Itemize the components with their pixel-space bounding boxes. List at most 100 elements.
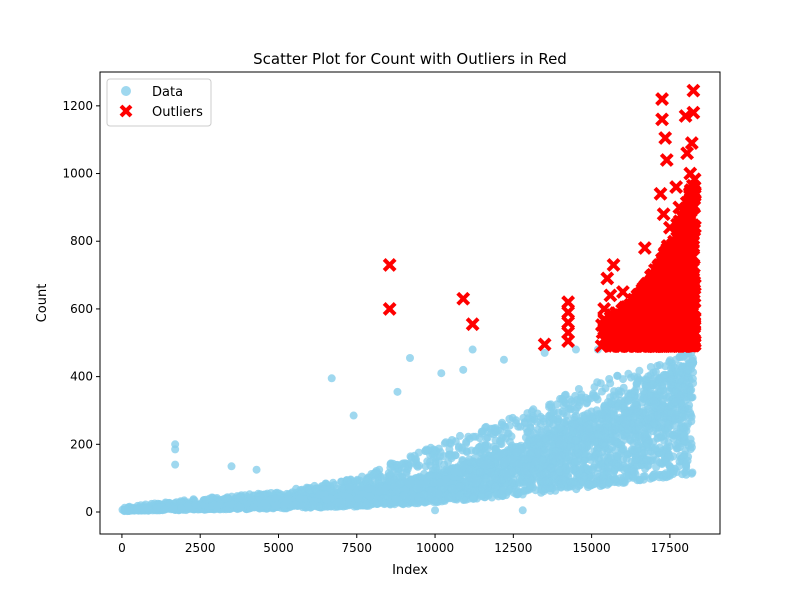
data-point <box>683 366 692 375</box>
data-point <box>686 408 695 417</box>
data-point <box>176 497 185 506</box>
data-point <box>354 494 363 503</box>
data-point <box>349 411 358 420</box>
data-point <box>514 459 523 468</box>
data-point <box>505 414 514 423</box>
data-point <box>643 440 652 449</box>
data-point <box>538 456 547 465</box>
data-point <box>669 431 678 440</box>
chart-title: Scatter Plot for Count with Outliers in … <box>253 50 567 68</box>
data-point <box>630 467 639 476</box>
data-point <box>622 454 631 463</box>
data-point <box>531 457 540 466</box>
data-point <box>675 443 684 452</box>
data-point <box>631 412 640 420</box>
data-point <box>417 497 426 506</box>
data-point <box>688 374 697 383</box>
data-point <box>476 468 485 477</box>
data-point <box>469 492 478 501</box>
data-point <box>481 474 490 483</box>
data-point <box>669 470 678 478</box>
data-point <box>561 463 570 472</box>
data-point <box>345 483 354 492</box>
data-point <box>566 442 575 451</box>
data-point <box>262 502 271 511</box>
data-point <box>484 491 493 500</box>
data-point <box>571 436 580 445</box>
data-point <box>471 476 480 485</box>
data-point <box>459 365 468 374</box>
data-point <box>455 482 464 491</box>
data-point <box>498 486 507 495</box>
plot-area <box>118 83 702 516</box>
data-point <box>617 387 626 396</box>
data-point <box>386 463 395 472</box>
data-point <box>252 465 261 474</box>
data-point <box>610 387 619 396</box>
data-point <box>249 503 258 512</box>
data-point <box>213 501 222 510</box>
data-point <box>371 476 380 485</box>
data-point <box>478 483 487 492</box>
data-point <box>308 501 317 509</box>
data-point <box>566 478 575 487</box>
data-point <box>273 501 281 510</box>
data-point <box>364 484 373 493</box>
data-point <box>629 446 638 455</box>
data-point <box>333 484 342 493</box>
data-point <box>672 368 681 377</box>
data-point <box>169 504 178 513</box>
data-point <box>654 411 662 420</box>
data-point <box>345 493 354 502</box>
data-point <box>614 402 622 411</box>
data-point <box>624 369 633 378</box>
data-point <box>402 469 411 478</box>
data-point <box>682 459 691 468</box>
data-point <box>519 413 528 422</box>
data-point <box>221 494 230 503</box>
data-point <box>431 496 439 505</box>
data-point <box>440 460 449 469</box>
data-point <box>512 448 521 457</box>
data-point <box>635 366 644 375</box>
data-point <box>579 472 588 481</box>
data-point <box>573 457 582 466</box>
data-point <box>500 460 508 469</box>
data-point <box>661 456 670 465</box>
data-point <box>682 385 691 394</box>
data-point <box>406 354 414 362</box>
data-point <box>622 420 630 428</box>
data-point <box>399 491 408 500</box>
data-point <box>574 385 583 393</box>
data-point <box>685 401 694 410</box>
data-point <box>469 432 478 441</box>
data-point <box>558 440 567 449</box>
data-point <box>372 467 381 475</box>
data-point <box>606 379 615 388</box>
data-point <box>550 426 559 435</box>
data-point <box>687 393 695 402</box>
data-point <box>534 448 543 456</box>
data-point <box>468 345 477 354</box>
data-point <box>570 420 579 429</box>
data-point <box>478 427 487 436</box>
data-point <box>431 506 440 515</box>
data-point <box>604 454 613 463</box>
data-point <box>649 397 658 405</box>
data-point <box>651 444 660 453</box>
data-point <box>477 492 486 501</box>
data-point <box>490 473 499 482</box>
data-point <box>682 470 691 479</box>
data-point <box>459 496 468 504</box>
data-point <box>437 369 446 378</box>
data-point <box>642 455 651 464</box>
data-point <box>160 505 169 514</box>
data-point <box>459 461 468 470</box>
data-point <box>684 419 693 428</box>
data-point <box>495 437 504 446</box>
data-point <box>597 460 605 469</box>
data-point <box>634 425 643 434</box>
data-point <box>664 420 673 429</box>
data-point <box>520 466 529 475</box>
data-point <box>579 443 588 452</box>
